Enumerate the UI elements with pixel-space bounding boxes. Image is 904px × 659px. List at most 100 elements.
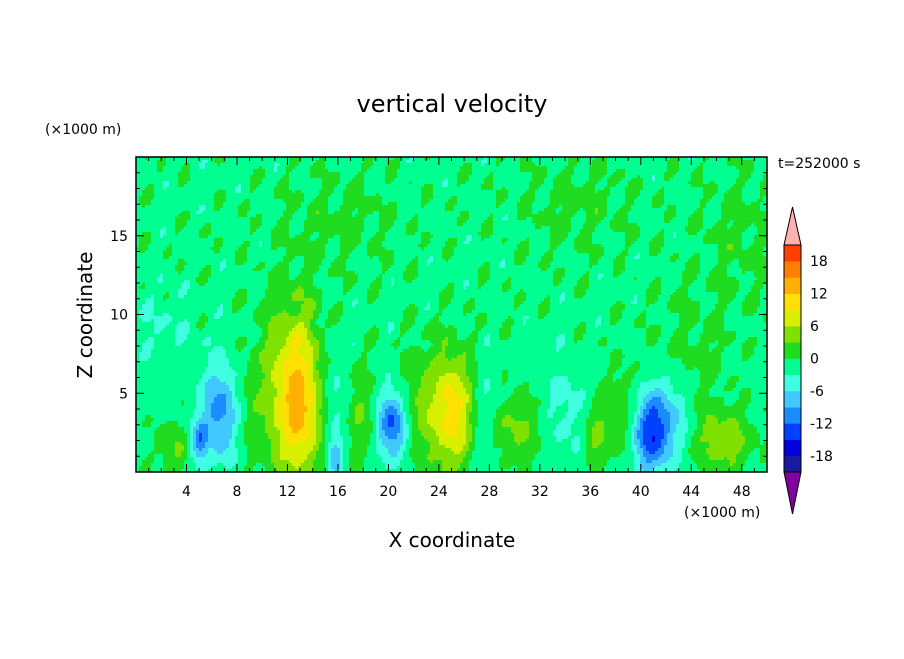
field-cell bbox=[151, 193, 155, 197]
field-cell bbox=[316, 223, 320, 227]
field-cell bbox=[652, 199, 656, 203]
field-cell bbox=[610, 220, 614, 224]
field-cell bbox=[487, 184, 491, 188]
field-cell bbox=[619, 166, 623, 170]
field-cell bbox=[238, 223, 242, 227]
field-cell bbox=[157, 160, 161, 164]
field-cell bbox=[313, 172, 317, 176]
field-cell bbox=[751, 160, 755, 164]
field-cell bbox=[292, 160, 296, 164]
field-cell bbox=[709, 169, 713, 173]
field-cell bbox=[589, 208, 593, 212]
field-cell bbox=[625, 205, 629, 209]
field-cell bbox=[292, 196, 296, 200]
field-cell bbox=[367, 226, 371, 230]
field-cell bbox=[430, 211, 434, 215]
field-cell bbox=[274, 217, 278, 221]
field-cell bbox=[682, 163, 686, 167]
field-cell bbox=[421, 190, 425, 194]
field-cell bbox=[454, 196, 458, 200]
field-cell bbox=[214, 172, 218, 176]
field-cell bbox=[544, 181, 548, 185]
field-cell bbox=[514, 190, 518, 194]
field-cell bbox=[568, 193, 572, 197]
field-cell bbox=[178, 217, 182, 221]
field-cell bbox=[256, 226, 260, 230]
field-cell bbox=[736, 208, 740, 212]
field-cell bbox=[592, 211, 596, 215]
field-cell bbox=[424, 202, 428, 206]
field-cell bbox=[538, 169, 542, 173]
field-cell bbox=[391, 187, 395, 191]
field-cell bbox=[703, 166, 707, 170]
field-cell bbox=[154, 175, 158, 179]
field-cell bbox=[634, 187, 638, 191]
field-cell bbox=[517, 178, 521, 182]
field-cell bbox=[262, 196, 266, 200]
field-cell bbox=[493, 157, 497, 161]
field-cell bbox=[313, 193, 317, 197]
field-cell bbox=[190, 193, 194, 197]
field-cell bbox=[466, 196, 470, 200]
field-cell bbox=[553, 202, 557, 206]
field-cell bbox=[187, 187, 191, 191]
field-cell bbox=[262, 214, 266, 218]
field-cell bbox=[715, 199, 719, 203]
field-cell bbox=[202, 226, 206, 230]
field-cell bbox=[247, 187, 251, 191]
field-cell bbox=[373, 187, 377, 191]
field-cell bbox=[493, 205, 497, 209]
field-cell bbox=[169, 193, 173, 197]
field-cell bbox=[526, 217, 530, 221]
field-cell bbox=[541, 223, 545, 227]
field-cell bbox=[316, 166, 320, 170]
field-cell bbox=[202, 220, 206, 224]
field-cell bbox=[457, 160, 461, 164]
field-cell bbox=[463, 169, 467, 173]
field-cell bbox=[655, 181, 659, 185]
field-cell bbox=[487, 178, 491, 182]
field-cell bbox=[442, 181, 446, 185]
field-cell bbox=[316, 175, 320, 179]
field-cell bbox=[571, 178, 575, 182]
field-cell bbox=[685, 220, 689, 224]
field-cell bbox=[556, 202, 560, 206]
field-cell bbox=[382, 205, 386, 209]
field-cell bbox=[421, 220, 425, 224]
field-cell bbox=[307, 214, 311, 218]
field-cell bbox=[562, 214, 566, 218]
field-cell bbox=[658, 184, 662, 188]
field-cell bbox=[493, 196, 497, 200]
field-cell bbox=[202, 175, 206, 179]
field-cell bbox=[484, 166, 488, 170]
field-cell bbox=[145, 166, 149, 170]
field-cell bbox=[667, 217, 671, 221]
field-cell bbox=[301, 211, 305, 215]
field-cell bbox=[718, 217, 722, 221]
field-cell bbox=[394, 166, 398, 170]
field-cell bbox=[601, 199, 605, 203]
field-cell bbox=[721, 157, 725, 161]
field-cell bbox=[154, 172, 158, 176]
field-cell bbox=[247, 199, 251, 203]
field-cell bbox=[460, 196, 464, 200]
field-cell bbox=[547, 181, 551, 185]
field-cell bbox=[457, 208, 461, 212]
field-cell bbox=[412, 190, 416, 194]
field-cell bbox=[616, 217, 620, 221]
field-cell bbox=[415, 172, 419, 176]
field-cell bbox=[406, 160, 410, 164]
field-cell bbox=[400, 169, 404, 173]
field-cell bbox=[400, 190, 404, 194]
field-cell bbox=[502, 187, 506, 191]
field-cell bbox=[337, 187, 341, 191]
field-cell bbox=[232, 214, 236, 218]
field-cell bbox=[259, 196, 263, 200]
field-cell bbox=[658, 193, 662, 197]
field-cell bbox=[232, 166, 236, 170]
field-cell bbox=[319, 181, 323, 185]
field-cell bbox=[268, 157, 272, 161]
field-cell bbox=[532, 184, 536, 188]
field-cell bbox=[661, 166, 665, 170]
field-cell bbox=[526, 223, 530, 227]
